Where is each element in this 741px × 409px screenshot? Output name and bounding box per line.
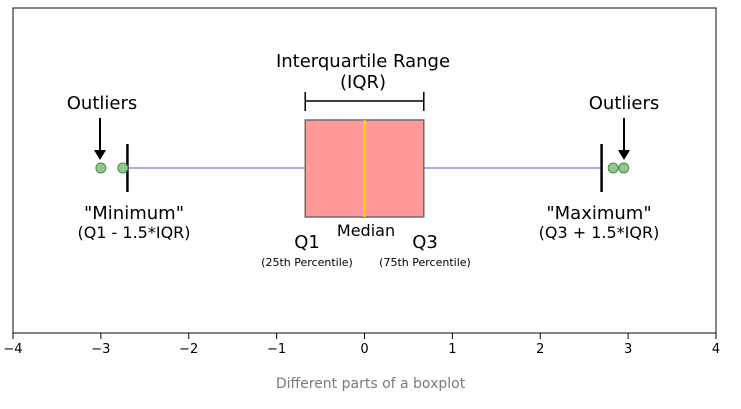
outlier-arrow-right [618,118,630,160]
x-axis: −4 −3 −2 −1 0 1 2 3 4 [3,333,720,357]
outlier-point [607,162,619,174]
iqr-bracket [304,92,425,111]
q1-label: Q1 [294,232,320,253]
outliers-left-label: Outliers [67,93,138,114]
q1-desc: (25th Percentile) [261,256,353,269]
outliers-right-label: Outliers [589,93,660,114]
x-tick-label: 1 [448,342,456,357]
q3-desc: (75th Percentile) [379,256,471,269]
minimum-formula: (Q1 - 1.5*IQR) [77,223,190,242]
figure-caption: Different parts of a boxplot [275,376,466,392]
boxplot-figure: Interquartile Range (IQR) Outliers Outli… [3,7,720,357]
x-tick-label: 4 [712,342,720,357]
x-tick-label: 0 [360,342,368,357]
iqr-abbr: (IQR) [340,72,386,93]
q3-label: Q3 [412,232,438,253]
outlier-point [618,162,630,174]
median-label: Median [337,221,395,240]
x-tick-label: −3 [91,342,110,357]
x-tick-label: −4 [3,342,22,357]
iqr-title: Interquartile Range [276,51,450,72]
maximum-formula: (Q3 + 1.5*IQR) [539,223,660,242]
minimum-label: "Minimum" [84,203,184,224]
maximum-label: "Maximum" [546,203,651,224]
outlier-point [117,162,129,174]
x-tick-label: 2 [536,342,544,357]
outlier-point [95,162,107,174]
x-tick-label: −1 [267,342,286,357]
outlier-arrow-left [94,118,106,160]
x-tick-label: 3 [624,342,632,357]
outlier-points [95,162,630,174]
x-tick-label: −2 [179,342,198,357]
